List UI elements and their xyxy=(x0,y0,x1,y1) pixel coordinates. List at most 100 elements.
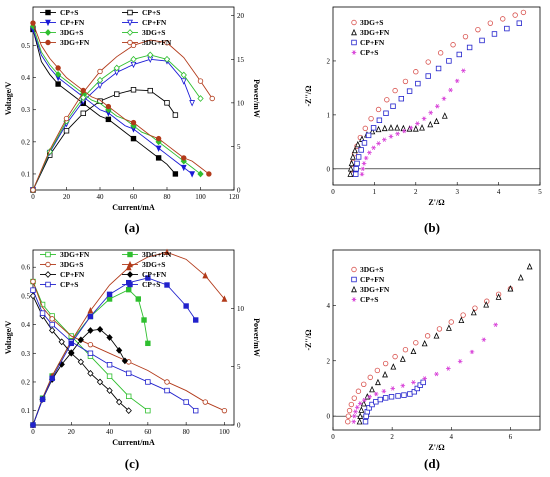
data-point xyxy=(436,326,443,332)
y-axis-label: -Z''/Ω xyxy=(304,85,313,107)
data-point xyxy=(352,146,358,154)
data-point xyxy=(526,262,533,270)
x-tick-label: 0 xyxy=(31,193,35,201)
data-point xyxy=(362,125,368,132)
x-tick-label: 4 xyxy=(450,433,454,441)
data-point xyxy=(193,407,199,414)
data-point xyxy=(369,401,375,408)
data-point xyxy=(54,71,62,78)
x-tick-label: 20 xyxy=(68,428,76,436)
data-point xyxy=(370,125,377,131)
data-point xyxy=(382,370,388,378)
data-point xyxy=(425,73,431,79)
panel-b: 0 1 2 3 4 5 0 1 2 Z'/Ω -Z''/Ω (b) 3DG+S3DG+FNCP+FNCP… xyxy=(304,6,542,235)
data-point xyxy=(399,355,406,362)
legend-marker xyxy=(45,261,51,268)
data-point xyxy=(454,78,460,84)
x-tick-label: 4 xyxy=(497,188,501,196)
series-3dg-fn-left xyxy=(30,20,212,177)
y-axis-label: -Z''/Ω xyxy=(304,329,313,351)
data-point xyxy=(113,64,120,72)
data-point xyxy=(460,312,466,318)
legend-label: CP+S xyxy=(60,280,78,289)
y-tick-label: 0.4 xyxy=(21,74,30,82)
data-point xyxy=(209,95,215,102)
data-point xyxy=(363,155,369,161)
legend-label: 3DG+S xyxy=(142,260,165,269)
series-line xyxy=(32,281,225,412)
data-point xyxy=(147,51,154,59)
data-point xyxy=(427,120,434,128)
data-point xyxy=(180,78,187,85)
data-point xyxy=(80,94,87,102)
data-point xyxy=(39,310,46,316)
legend-label: 3DG+FN xyxy=(60,38,90,47)
data-point xyxy=(130,61,137,69)
data-point xyxy=(130,42,137,49)
x-tick-label: 5 xyxy=(538,188,542,196)
data-point xyxy=(181,155,187,161)
data-point xyxy=(500,16,506,22)
x-tick-label: 80 xyxy=(183,428,191,436)
data-point xyxy=(359,172,365,177)
data-point xyxy=(366,405,372,411)
series-line xyxy=(32,29,193,175)
data-point xyxy=(398,95,405,102)
legend-label: 3DG+S xyxy=(60,260,83,269)
data-point xyxy=(420,379,426,386)
data-point xyxy=(516,20,522,26)
legend-marker xyxy=(45,251,51,258)
data-point xyxy=(197,78,204,84)
data-point xyxy=(376,141,381,146)
legend-marker xyxy=(127,281,133,288)
y2-tick-label: 10 xyxy=(237,305,245,313)
data-point xyxy=(446,366,451,371)
data-point xyxy=(487,20,494,26)
data-point xyxy=(155,135,162,142)
series-cp-fn-z xyxy=(353,20,522,177)
data-point xyxy=(96,76,104,84)
data-point xyxy=(495,293,502,300)
data-point xyxy=(164,248,170,256)
legend-marker xyxy=(45,9,51,16)
data-point xyxy=(206,171,212,177)
data-point xyxy=(130,135,137,142)
y-axis-label: Voltage/V xyxy=(4,321,13,355)
legend-marker xyxy=(126,271,134,278)
legend-label: 3DG+S xyxy=(360,265,383,274)
data-point xyxy=(381,124,388,132)
data-point xyxy=(367,394,372,399)
data-point xyxy=(145,407,151,414)
data-point xyxy=(401,392,407,398)
y-tick-label: 0.1 xyxy=(21,407,30,415)
x-tick-label: 40 xyxy=(106,428,114,436)
y2-tick-label: 0 xyxy=(237,187,241,195)
data-point xyxy=(105,103,112,110)
data-point xyxy=(406,88,413,94)
y2-tick-label: 0 xyxy=(237,422,241,430)
legend-marker xyxy=(45,39,51,46)
data-point xyxy=(96,378,104,386)
legend-label: CP+FN xyxy=(360,38,385,47)
series-cp-s-z xyxy=(359,68,466,177)
data-point xyxy=(49,321,55,328)
data-point xyxy=(97,68,103,75)
series-line xyxy=(32,89,176,191)
data-point xyxy=(375,106,382,113)
series-line xyxy=(32,58,193,191)
y-tick-label: 1 xyxy=(327,111,331,119)
data-point xyxy=(68,340,74,347)
data-point xyxy=(415,80,421,87)
data-point xyxy=(106,362,113,368)
data-point xyxy=(411,380,416,385)
data-point xyxy=(183,399,189,405)
data-point xyxy=(80,110,86,117)
data-point xyxy=(202,272,209,279)
y2-tick-label: 15 xyxy=(237,56,245,64)
data-point xyxy=(30,278,36,285)
panel-c: 0 20 40 60 80 100 0.1 0.2 0.3 0.4 0.5 0.6 0 5 10 Curren… xyxy=(4,248,261,471)
data-point xyxy=(30,187,36,193)
data-point xyxy=(469,349,475,355)
